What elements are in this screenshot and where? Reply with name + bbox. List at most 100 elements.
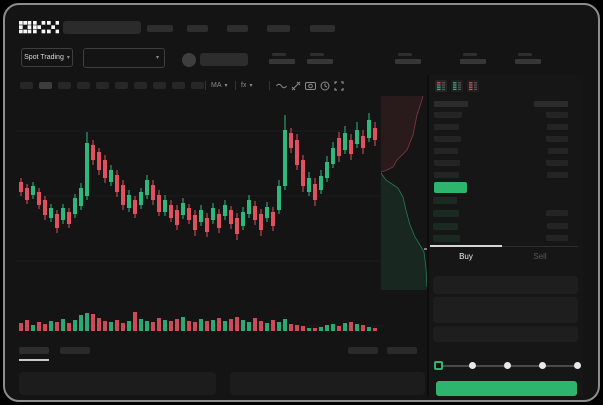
pair-price-placeholder <box>200 53 248 66</box>
ma-label: MA <box>211 82 222 89</box>
slider-stop-selected[interactable] <box>433 361 443 370</box>
timeframe-pill-2[interactable] <box>39 82 52 89</box>
last-price-badge <box>434 182 467 193</box>
slider-stop[interactable] <box>538 362 546 369</box>
history-clock-icon[interactable] <box>320 81 330 91</box>
orderbook-col-header-amount <box>534 101 568 107</box>
ask-row-amount <box>546 112 568 118</box>
ask-row-amount <box>547 172 568 178</box>
total-field[interactable] <box>433 326 578 342</box>
stat-value-2 <box>307 59 333 64</box>
timeframe-pill-6[interactable] <box>115 82 128 89</box>
price-field[interactable] <box>433 276 578 294</box>
pair-selector-dropdown[interactable]: ▾ <box>83 48 165 68</box>
timeframe-pill-8[interactable] <box>153 82 166 89</box>
bottom-tab-history[interactable] <box>60 347 90 354</box>
bid-row-amount <box>546 235 568 241</box>
chevron-down-icon: ▾ <box>224 82 228 89</box>
stat-value-5 <box>515 59 541 64</box>
toolbar-divider <box>235 81 236 90</box>
stat-label-3 <box>398 53 412 56</box>
camera-snapshot-icon[interactable] <box>305 81 316 90</box>
order-history-panel <box>230 372 425 395</box>
orderbook-both-sides-icon <box>437 82 445 90</box>
slider-stop[interactable] <box>468 362 476 369</box>
stat-label-4 <box>463 53 477 56</box>
bid-row-amount <box>547 223 568 229</box>
okx-logo <box>19 21 59 34</box>
ask-row-price <box>434 112 462 118</box>
tab-buy[interactable]: Buy <box>459 252 473 261</box>
trendline-tool-icon[interactable] <box>291 81 301 91</box>
search-input[interactable] <box>63 21 141 34</box>
ask-row-price <box>434 160 460 166</box>
stat-label-2 <box>310 53 324 56</box>
orderbook-asks-only-icon <box>469 82 477 90</box>
orderbook-both-sides-icon[interactable] <box>435 80 447 92</box>
fx-label: fx <box>241 82 247 89</box>
tabs-divider <box>430 246 578 247</box>
pair-avatar <box>182 53 196 67</box>
nav-item-5[interactable] <box>310 25 335 32</box>
timeframe-pill-9[interactable] <box>172 82 185 89</box>
amount-field[interactable] <box>433 297 578 323</box>
stat-label-1 <box>272 53 286 56</box>
ask-row-price <box>434 172 459 178</box>
toolbar-divider <box>205 81 206 90</box>
timeframe-pill-3[interactable] <box>58 82 71 89</box>
stat-value-3 <box>395 59 421 64</box>
market-type-label: Spot Trading <box>24 54 64 61</box>
stat-label-5 <box>518 53 532 56</box>
slider-stop[interactable] <box>573 362 581 369</box>
timeframe-pill-5[interactable] <box>96 82 109 89</box>
timeframe-pill-1[interactable] <box>20 82 33 89</box>
ma-overlay-button[interactable]: MA ▾ <box>211 80 228 91</box>
orderbook-bids-only-icon <box>453 82 461 90</box>
orderbook-bids-only-icon[interactable] <box>451 80 463 92</box>
nav-item-4[interactable] <box>267 25 290 32</box>
ask-row-price <box>434 148 458 154</box>
market-type-dropdown[interactable]: Spot Trading ▾ <box>21 48 73 67</box>
nav-item-3[interactable] <box>227 25 248 32</box>
timeframe-pill-7[interactable] <box>134 82 147 89</box>
buy-submit-button[interactable] <box>436 381 577 396</box>
depth-chart-sidebar <box>380 96 428 292</box>
toolbar-divider <box>269 81 270 90</box>
active-tab-underline <box>430 245 502 247</box>
bottom-active-tab-underline <box>19 359 49 361</box>
panel-vertical-divider <box>427 75 429 397</box>
candlestick-chart[interactable] <box>15 96 430 336</box>
bottom-link-1[interactable] <box>348 347 378 354</box>
chevron-down-icon: ▾ <box>155 55 159 61</box>
orderbook-col-header-price <box>434 101 468 107</box>
ask-row-price <box>434 136 461 142</box>
bid-row-price <box>433 235 460 242</box>
timeframe-pill-10[interactable] <box>191 82 204 89</box>
nav-item-1[interactable] <box>147 25 173 32</box>
indicators-button[interactable]: fx ▾ <box>241 80 252 91</box>
ask-row-amount <box>548 148 568 154</box>
ask-row-amount <box>546 160 568 166</box>
bid-row-price <box>433 223 458 230</box>
timeframe-pill-4[interactable] <box>77 82 90 89</box>
chevron-down-icon: ▾ <box>66 54 70 61</box>
fullscreen-icon[interactable] <box>334 81 344 91</box>
bottom-tab-orders[interactable] <box>19 347 49 354</box>
orderbook-asks-only-icon[interactable] <box>467 80 479 92</box>
ask-row-price <box>434 124 459 130</box>
stat-value-1 <box>269 59 295 64</box>
ask-row-amount <box>547 124 568 130</box>
chart-style-wave-icon[interactable] <box>276 82 287 90</box>
chevron-down-icon: ▾ <box>249 82 253 89</box>
tab-sell[interactable]: Sell <box>533 252 547 261</box>
open-orders-panel <box>19 372 216 395</box>
slider-stop[interactable] <box>503 362 511 369</box>
bottom-link-2[interactable] <box>387 347 417 354</box>
bid-row-price <box>433 210 459 217</box>
nav-item-2[interactable] <box>187 25 208 32</box>
bid-row-amount <box>546 210 568 216</box>
stat-value-4 <box>460 59 486 64</box>
ask-row-amount <box>546 136 568 142</box>
